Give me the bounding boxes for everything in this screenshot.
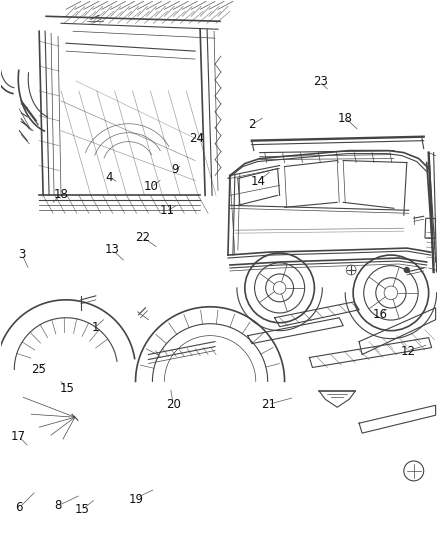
Text: 8: 8 (54, 498, 62, 512)
Text: 18: 18 (338, 111, 353, 125)
Text: 22: 22 (135, 231, 150, 244)
Text: 9: 9 (171, 164, 178, 176)
Text: 2: 2 (248, 118, 255, 131)
Text: 16: 16 (373, 308, 388, 321)
Text: 15: 15 (59, 382, 74, 395)
Bar (425, 218, 436, 238)
Text: 10: 10 (144, 181, 159, 193)
Text: 13: 13 (105, 243, 120, 256)
Text: 20: 20 (166, 398, 181, 411)
Text: 17: 17 (11, 430, 25, 443)
Text: 11: 11 (159, 204, 174, 217)
Text: 24: 24 (189, 132, 204, 144)
Text: 21: 21 (261, 398, 276, 411)
Text: 18: 18 (54, 189, 69, 201)
Text: 15: 15 (74, 503, 89, 516)
Text: 4: 4 (106, 171, 113, 184)
Text: 25: 25 (31, 364, 46, 376)
Text: 12: 12 (401, 345, 416, 358)
Text: 14: 14 (251, 175, 266, 188)
Text: 23: 23 (313, 76, 328, 88)
Text: 6: 6 (15, 501, 22, 514)
Text: 1: 1 (91, 321, 99, 334)
Circle shape (404, 268, 409, 272)
Text: 3: 3 (18, 248, 26, 261)
Text: 19: 19 (129, 494, 144, 506)
